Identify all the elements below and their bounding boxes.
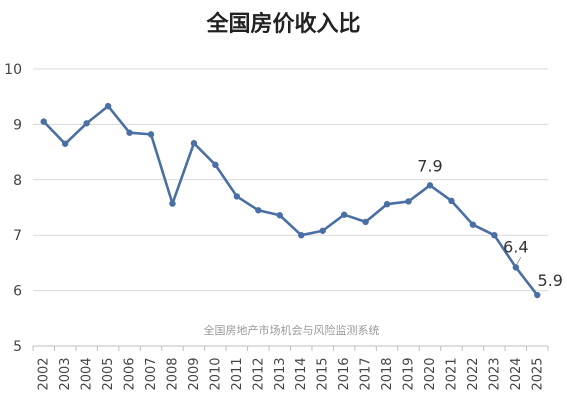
data-point xyxy=(319,227,326,234)
x-tick-label: 2006 xyxy=(123,357,138,390)
data-point xyxy=(126,129,133,136)
x-tick-label: 2025 xyxy=(530,357,545,390)
x-tick-label: 2008 xyxy=(165,357,180,390)
data-point xyxy=(147,131,155,138)
x-tick-label: 2016 xyxy=(337,357,352,390)
y-tick-label: 5 xyxy=(13,339,22,355)
x-tick-label: 2003 xyxy=(58,357,73,390)
x-tick-label: 2012 xyxy=(251,357,266,390)
x-tick-label: 2022 xyxy=(466,357,481,390)
data-point xyxy=(512,264,520,271)
y-tick-label: 10 xyxy=(4,62,22,78)
x-tick-label: 2005 xyxy=(101,357,116,390)
data-point xyxy=(448,197,455,205)
x-tick-label: 2011 xyxy=(230,357,245,390)
data-point xyxy=(233,193,241,200)
x-tick-label: 2004 xyxy=(80,357,95,390)
data-point xyxy=(426,182,434,189)
label-leader-line xyxy=(516,257,522,265)
data-point xyxy=(104,102,112,110)
data-point xyxy=(255,207,262,214)
y-tick-label: 7 xyxy=(13,228,22,244)
x-tick-label: 2010 xyxy=(208,357,223,390)
x-tick-label: 2009 xyxy=(187,357,202,390)
data-point xyxy=(362,218,369,226)
x-tick-label: 2020 xyxy=(423,357,438,390)
x-tick-label: 2002 xyxy=(37,357,52,390)
data-point xyxy=(40,118,47,125)
axes: 5 6 7 8 9 10 2002 2003 2004 2005 2006 2007 2008 2009 2… xyxy=(4,62,549,391)
data-point xyxy=(340,211,348,218)
data-point xyxy=(276,212,283,219)
data-point xyxy=(383,200,391,208)
data-point xyxy=(169,200,176,207)
data-label: 5.9 xyxy=(538,271,563,290)
grid-lines xyxy=(33,68,548,292)
y-tick-label: 8 xyxy=(13,173,22,189)
data-label: 7.9 xyxy=(417,156,442,175)
data-point xyxy=(190,140,198,147)
x-tick-label: 2024 xyxy=(509,357,524,390)
chart-title: 全国房价收入比 xyxy=(206,12,361,37)
x-tick-label: 2014 xyxy=(294,357,309,390)
watermark-text: 全国房地产市场机会与风险监测系统 xyxy=(204,323,380,337)
data-point xyxy=(469,221,477,228)
x-tick-label: 2019 xyxy=(402,357,417,390)
data-labels: 7.9 6.4 5.9 xyxy=(417,156,563,290)
series-line xyxy=(42,104,539,296)
x-tick-label: 2021 xyxy=(444,357,459,390)
x-tick-label: 2023 xyxy=(487,357,502,390)
x-tick-label: 2017 xyxy=(359,357,374,390)
data-point xyxy=(298,232,305,239)
data-point xyxy=(212,161,219,169)
y-tick-label: 6 xyxy=(13,284,22,300)
data-point xyxy=(534,291,541,299)
x-tick-label: 2015 xyxy=(316,357,331,390)
data-point xyxy=(61,140,69,147)
data-label: 6.4 xyxy=(503,237,528,256)
data-point xyxy=(405,198,412,205)
y-tick-label: 9 xyxy=(13,117,22,133)
x-tick-label: 2018 xyxy=(380,357,395,390)
data-point xyxy=(83,120,90,127)
x-tick-label: 2007 xyxy=(144,357,159,390)
series-layer xyxy=(40,102,541,299)
data-point xyxy=(491,232,498,239)
x-tick-label: 2013 xyxy=(273,357,288,390)
